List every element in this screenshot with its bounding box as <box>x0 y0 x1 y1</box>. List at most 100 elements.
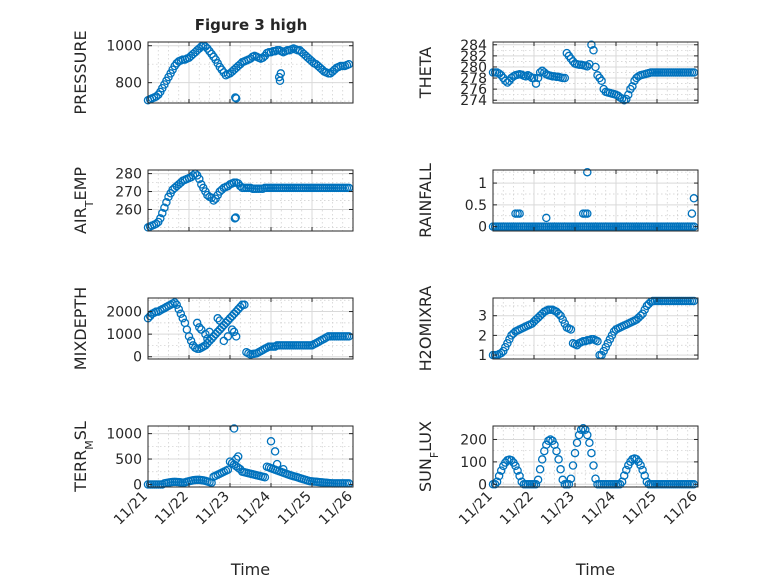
data-point <box>570 448 580 458</box>
data-point <box>624 90 633 99</box>
data-point <box>589 46 598 55</box>
y-tick-label: 1000 <box>106 39 142 55</box>
y-axis-label: MIXDEPTH <box>71 287 90 370</box>
data-point <box>583 167 592 177</box>
data-point <box>272 459 282 469</box>
data-point <box>236 302 245 312</box>
data-point <box>619 471 629 480</box>
y-axis-label: PRESSURE <box>71 30 90 114</box>
data-point <box>636 311 645 320</box>
data-point <box>591 474 600 483</box>
data-point <box>583 62 592 71</box>
y-tick-label: 1 <box>478 348 487 364</box>
y-tick-label: 0 <box>478 477 487 493</box>
data-point <box>184 332 194 341</box>
data-point <box>192 318 202 328</box>
data-point <box>591 62 600 72</box>
data-point <box>215 316 225 325</box>
y-tick-label: 2 <box>478 328 487 344</box>
data-point <box>593 337 602 346</box>
data-point <box>494 471 504 481</box>
data-point <box>151 219 161 229</box>
y-axis-label: H2OMIXRA <box>416 286 435 372</box>
data-point <box>533 475 543 485</box>
data-point <box>554 455 563 464</box>
data-point <box>156 214 165 223</box>
data-point <box>542 440 551 450</box>
y-tick-label: 500 <box>115 452 142 468</box>
y-tick-label: 1000 <box>106 427 142 443</box>
data-point <box>554 309 563 318</box>
y-tick-label: 280 <box>115 167 142 183</box>
x-axis-label: Time <box>575 560 615 579</box>
data-point <box>170 298 179 307</box>
data-point <box>622 465 631 475</box>
data-point <box>174 305 184 314</box>
data-point <box>223 465 233 474</box>
data-point <box>511 461 520 471</box>
data-point <box>494 69 504 78</box>
y-tick-label: 0 <box>133 350 142 366</box>
data-point <box>628 82 637 91</box>
data-point <box>572 438 582 448</box>
data-point <box>587 448 596 458</box>
data-point <box>207 478 216 487</box>
data-point <box>566 474 576 483</box>
y-tick-label: 200 <box>460 432 487 448</box>
y-axis-label: TERRMSL <box>71 421 96 493</box>
y-tick-label: 100 <box>460 455 487 471</box>
y-axis-label: THETA <box>416 47 435 99</box>
y-tick-label: 260 <box>115 202 142 218</box>
series-markers <box>143 41 354 105</box>
data-point <box>515 471 524 481</box>
data-point <box>490 480 500 489</box>
data-point <box>266 437 276 446</box>
axes-rainfall: 0 0.5 1 RAINFALL <box>416 163 699 238</box>
data-point <box>632 454 641 464</box>
figure-title: Figure 3 high <box>195 16 308 34</box>
data-point <box>160 203 169 212</box>
data-point <box>162 198 171 207</box>
axes-frame <box>147 425 354 488</box>
axes-frame <box>147 297 354 360</box>
data-point <box>546 435 555 444</box>
data-point <box>574 430 584 440</box>
data-point <box>231 213 240 222</box>
data-point <box>533 73 543 83</box>
data-point <box>233 452 243 461</box>
data-point <box>231 454 241 464</box>
axes-h2omixra: 1 2 3 H2OMIXRA <box>416 286 699 372</box>
y-tick-label: 278 <box>460 71 487 87</box>
y-tick-label: 0 <box>133 477 142 493</box>
data-point <box>617 94 627 103</box>
y-tick-label: 0.5 <box>465 198 487 214</box>
data-point <box>578 423 588 433</box>
data-point <box>203 338 212 348</box>
data-point <box>231 332 241 341</box>
data-point <box>195 174 204 184</box>
y-axis-label: AIRTEMP <box>71 167 96 234</box>
data-point <box>589 461 598 470</box>
axes-frame <box>492 297 699 360</box>
data-point <box>531 79 541 88</box>
data-point <box>537 455 547 464</box>
data-point <box>231 93 240 102</box>
axes-frame <box>147 41 354 104</box>
axes-mixdepth: 0 1000 2000 MIXDEPTH <box>71 287 354 370</box>
series-markers <box>488 167 699 231</box>
axes-pressure: 800 1000 PRESSURE <box>71 30 354 115</box>
data-point <box>209 196 218 205</box>
data-point <box>227 325 237 334</box>
data-point <box>260 473 270 482</box>
data-point <box>568 461 578 470</box>
y-tick-label: 1 <box>478 176 487 192</box>
y-tick-label: 1000 <box>106 327 142 343</box>
data-point <box>201 329 210 339</box>
y-tick-label: 276 <box>460 82 487 98</box>
data-point <box>186 336 196 346</box>
data-point <box>240 300 249 310</box>
